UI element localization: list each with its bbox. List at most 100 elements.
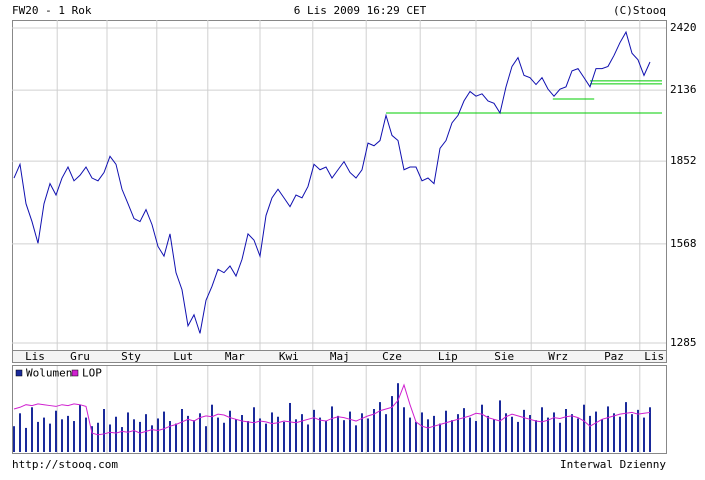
- volume-bar: [145, 414, 147, 452]
- volume-bar: [499, 400, 501, 452]
- volume-bar: [79, 404, 81, 452]
- volume-bar: [505, 413, 507, 452]
- x-tick-label: Cze: [382, 350, 402, 363]
- y-tick-label: 1852: [670, 154, 697, 167]
- volume-bar: [253, 407, 255, 452]
- price-line: [13, 30, 651, 334]
- volume-bar: [547, 417, 549, 452]
- volume-bar: [397, 383, 399, 452]
- volume-bar: [349, 411, 351, 452]
- volume-bar: [541, 407, 543, 452]
- y-tick-label: 2136: [670, 83, 697, 96]
- volume-bar: [13, 426, 15, 452]
- lop-line: [13, 383, 651, 436]
- volume-bar: [337, 415, 339, 452]
- volume-bar: [187, 415, 189, 452]
- x-tick-label: Sty: [121, 350, 141, 363]
- volume-bar: [193, 420, 195, 452]
- volume-bar: [487, 415, 489, 452]
- volume-bar: [217, 417, 219, 452]
- x-tick-label: Kwi: [279, 350, 299, 363]
- volume-bar: [601, 419, 603, 452]
- volume-bar: [319, 417, 321, 452]
- volume-bar: [157, 418, 159, 452]
- x-tick-label: Lis: [644, 350, 664, 363]
- volume-bar: [271, 412, 273, 452]
- volume-bar: [367, 418, 369, 452]
- volume-bar: [175, 423, 177, 452]
- volume-bar: [19, 413, 21, 452]
- volume-bar: [229, 410, 231, 452]
- copyright: (C)Stooq: [613, 4, 666, 17]
- volume-bar: [565, 409, 567, 452]
- volume-bar: [523, 409, 525, 452]
- volume-bar: [559, 422, 561, 452]
- y-tick-label: 2420: [670, 21, 697, 34]
- volume-bar: [631, 414, 633, 452]
- source-url: http://stooq.com: [12, 458, 118, 471]
- volume-bar: [535, 420, 537, 452]
- volume-bar: [85, 417, 87, 452]
- volume-bar: [205, 426, 207, 452]
- volume-bar: [49, 423, 51, 452]
- volume-bar: [391, 396, 393, 452]
- y-tick-label: 1285: [670, 336, 697, 349]
- volume-bar: [211, 404, 213, 452]
- volume-bar: [577, 418, 579, 452]
- x-tick-label: Lis: [25, 350, 45, 363]
- volume-bar: [43, 417, 45, 452]
- price-frame: [12, 20, 667, 351]
- volume-bar: [73, 421, 75, 452]
- volume-bar: [331, 406, 333, 452]
- volume-bar: [109, 424, 111, 452]
- volume-bar: [199, 413, 201, 452]
- volume-bar: [307, 424, 309, 452]
- volume-bar: [469, 417, 471, 452]
- volume-bar: [139, 421, 141, 452]
- plot-layer: 2420 2136 1852 1568 1285 Lis Gru Sty Lut Mar Kwi Ma…: [12, 20, 697, 453]
- volume-bar: [361, 413, 363, 452]
- volume-bar: [283, 421, 285, 452]
- volume-bar: [325, 421, 327, 452]
- volume-bar: [61, 419, 63, 452]
- volume-bar: [31, 407, 33, 452]
- volume-bar: [277, 416, 279, 452]
- volume-bar: [481, 404, 483, 452]
- volume-bar: [151, 425, 153, 452]
- volume-bar: [241, 415, 243, 452]
- volume-bar: [169, 421, 171, 452]
- chart-title: FW20 - 1 Rok: [12, 4, 92, 17]
- volume-bar: [121, 427, 123, 452]
- volume-bar: [643, 417, 645, 452]
- x-tick-label: Maj: [330, 350, 350, 363]
- volume-bar: [517, 421, 519, 452]
- volume-bar: [637, 409, 639, 452]
- volume-bar: [385, 414, 387, 452]
- legend-label: LOP: [82, 367, 102, 380]
- volume-bar: [475, 421, 477, 452]
- volume-bar: [511, 416, 513, 452]
- volume-bar: [67, 415, 69, 452]
- volume-bar: [91, 426, 93, 452]
- volume-bar: [595, 411, 597, 452]
- volume-bar: [493, 419, 495, 452]
- volume-bar: [181, 409, 183, 452]
- volume-bar: [427, 419, 429, 452]
- volume-bar: [235, 419, 237, 452]
- volume-bar: [463, 408, 465, 452]
- volume-bar: [301, 414, 303, 452]
- volume-bar: [433, 415, 435, 452]
- volume-bar: [163, 411, 165, 452]
- x-axis-strip: [12, 350, 667, 363]
- x-tick-label: Paz: [604, 350, 624, 363]
- volume-bar: [553, 412, 555, 452]
- x-tick-label: Sie: [494, 350, 514, 363]
- volume-bar: [373, 409, 375, 452]
- volume-bar: [259, 418, 261, 452]
- volume-bar: [457, 414, 459, 452]
- volume-bar: [421, 412, 423, 452]
- volume-bar: [409, 417, 411, 452]
- volume-bar: [589, 415, 591, 452]
